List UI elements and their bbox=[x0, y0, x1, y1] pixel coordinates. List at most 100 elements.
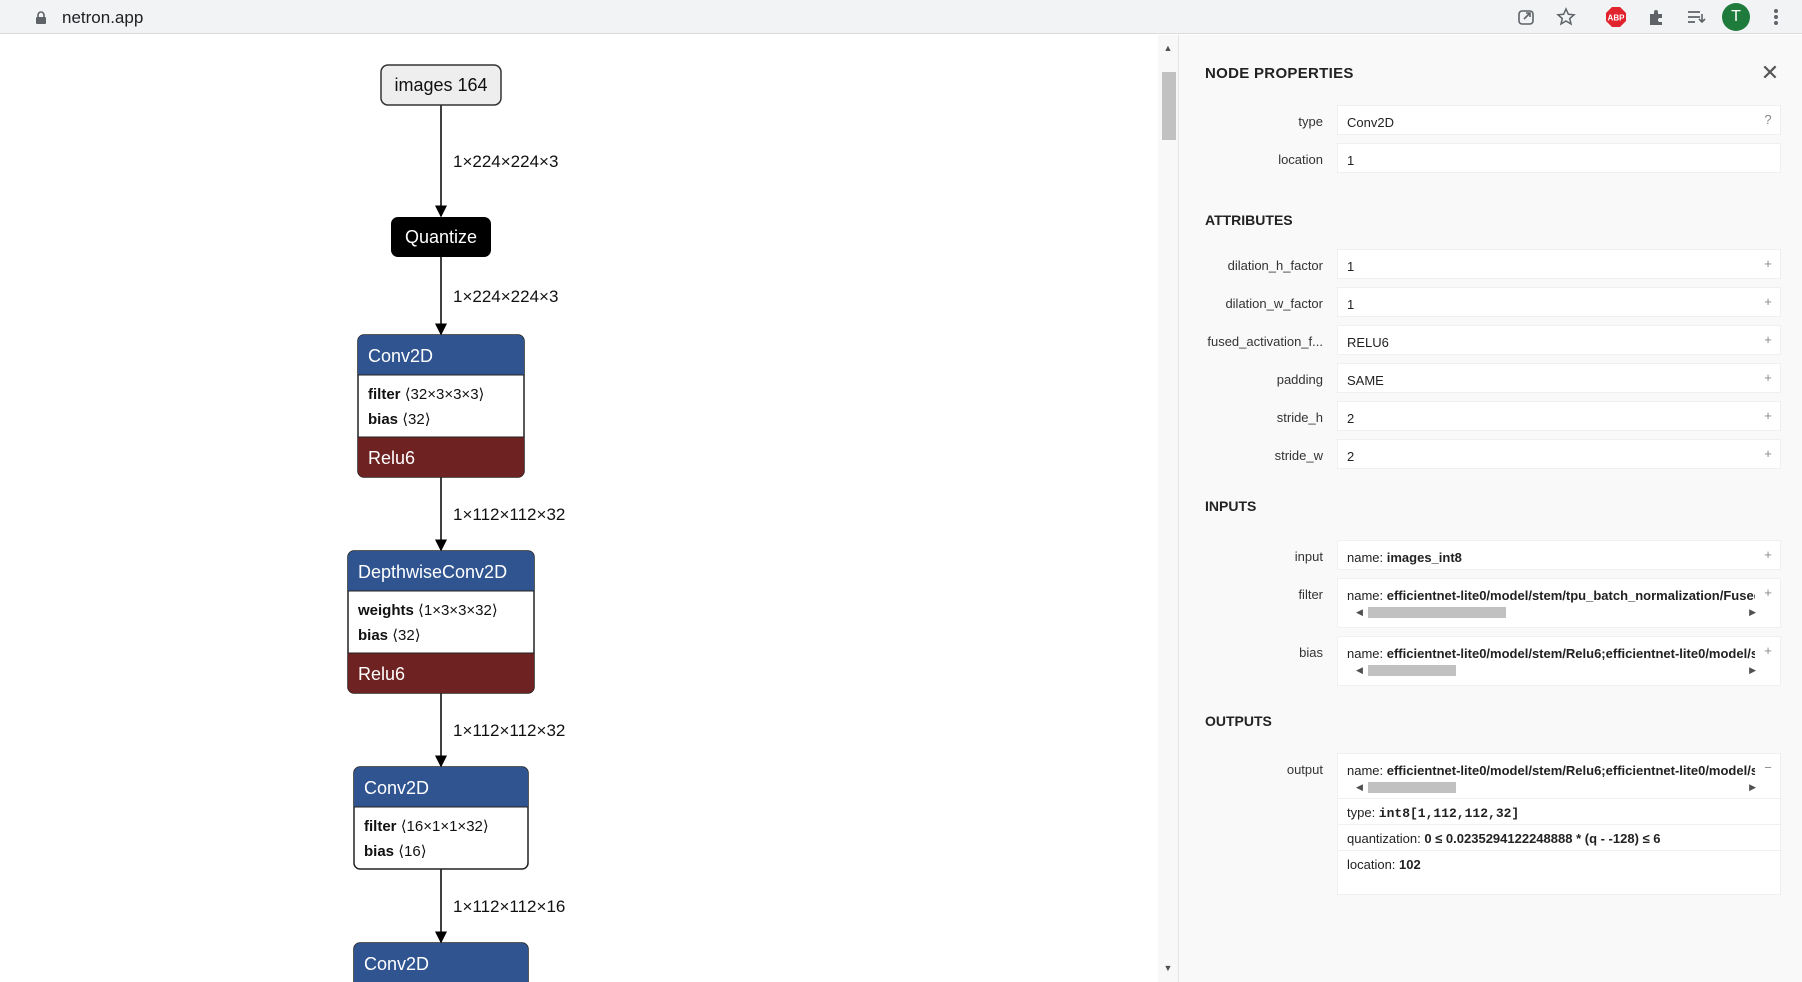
scroll-thumb[interactable] bbox=[1368, 665, 1456, 676]
input-row: input name: images_int8 + bbox=[1179, 540, 1802, 570]
property-value-box[interactable]: Conv2D ? bbox=[1337, 105, 1781, 135]
layer-attribute-name: bias bbox=[368, 411, 402, 428]
layer-attribute: weights ⟨1×3×3×32⟩ bbox=[357, 602, 498, 619]
expand-icon[interactable]: + bbox=[1764, 446, 1772, 461]
activation-box[interactable] bbox=[358, 437, 524, 477]
layer-node-header[interactable] bbox=[348, 551, 534, 591]
output-row: output name: efficientnet-lite0/model/st… bbox=[1179, 753, 1802, 895]
expand-icon[interactable]: + bbox=[1764, 547, 1772, 562]
attribute-value-box[interactable]: 1 + bbox=[1337, 249, 1781, 279]
graph-edge[interactable]: 1×112×112×32 bbox=[435, 693, 565, 768]
attribute-value: 2 bbox=[1347, 411, 1355, 426]
input-node-label: images 164 bbox=[394, 75, 487, 95]
graph-node-images[interactable]: images 164 bbox=[380, 64, 502, 106]
model-graph[interactable]: 1×224×224×3 1×224×224×3 1×112×112×32 1×112×… bbox=[0, 35, 1160, 982]
input-value-box[interactable]: name: images_int8 + bbox=[1337, 540, 1781, 570]
expand-icon[interactable]: + bbox=[1764, 408, 1772, 423]
scroll-right-arrow-icon[interactable]: ▶ bbox=[1749, 665, 1756, 675]
expand-icon[interactable]: + bbox=[1764, 643, 1772, 658]
attribute-value-box[interactable]: SAME + bbox=[1337, 363, 1781, 393]
scroll-left-arrow-icon[interactable]: ◀ bbox=[1356, 782, 1363, 792]
input-value-box[interactable]: name: efficientnet-lite0/model/stem/Relu… bbox=[1337, 636, 1781, 686]
quantize-node-box[interactable] bbox=[391, 217, 491, 257]
scroll-left-arrow-icon[interactable]: ◀ bbox=[1356, 665, 1363, 675]
help-icon[interactable]: ? bbox=[1764, 112, 1772, 127]
input-value-box[interactable]: name: efficientnet-lite0/model/stem/tpu_… bbox=[1337, 578, 1781, 628]
scroll-up-arrow-icon[interactable]: ▲ bbox=[1163, 43, 1173, 53]
input-value: name: efficientnet-lite0/model/stem/tpu_… bbox=[1347, 588, 1755, 603]
graph-edge[interactable]: 1×112×112×32 bbox=[435, 477, 565, 552]
layer-node-title: Conv2D bbox=[368, 346, 433, 366]
horizontal-scrollbar[interactable]: ◀ ▶ bbox=[1346, 605, 1766, 619]
lock-icon[interactable] bbox=[34, 11, 48, 25]
horizontal-scrollbar[interactable]: ◀ ▶ bbox=[1346, 780, 1766, 794]
share-icon[interactable] bbox=[1514, 5, 1538, 29]
output-quantization-label: quantization: bbox=[1347, 831, 1425, 846]
attribute-value: RELU6 bbox=[1347, 335, 1389, 350]
layer-node-header[interactable] bbox=[358, 335, 524, 375]
graph-canvas[interactable]: 1×224×224×3 1×224×224×3 1×112×112×32 1×112×… bbox=[0, 35, 1160, 982]
graph-edge[interactable]: 1×112×112×16 bbox=[435, 869, 565, 944]
graph-scroll-thumb[interactable] bbox=[1162, 72, 1176, 140]
activation-box[interactable] bbox=[348, 653, 534, 693]
input-row: filter name: efficientnet-lite0/model/st… bbox=[1179, 578, 1802, 628]
expand-icon[interactable]: + bbox=[1764, 256, 1772, 271]
url-text[interactable]: netron.app bbox=[62, 8, 144, 27]
output-value: name: efficientnet-lite0/model/stem/Relu… bbox=[1347, 763, 1755, 778]
graph-scrollbar[interactable]: ▲ ▼ bbox=[1158, 35, 1178, 982]
output-type-line: type: int8[1,112,112,32] bbox=[1338, 798, 1782, 823]
attribute-value: 1 bbox=[1347, 259, 1355, 274]
layer-attribute: bias ⟨32⟩ bbox=[368, 411, 431, 428]
inputs-section-title: INPUTS bbox=[1205, 498, 1257, 514]
input-row: bias name: efficientnet-lite0/model/stem… bbox=[1179, 636, 1802, 686]
extensions-icon[interactable] bbox=[1644, 5, 1668, 29]
adblock-icon[interactable]: ABP bbox=[1604, 5, 1628, 29]
graph-edge[interactable]: 1×224×224×3 bbox=[435, 105, 558, 218]
sidebar-title: NODE PROPERTIES bbox=[1205, 65, 1354, 82]
scroll-right-arrow-icon[interactable]: ▶ bbox=[1749, 782, 1756, 792]
avatar[interactable]: T bbox=[1722, 3, 1750, 31]
graph-edge[interactable]: 1×224×224×3 bbox=[435, 257, 558, 336]
scroll-down-arrow-icon[interactable]: ▼ bbox=[1163, 963, 1173, 973]
attribute-value-box[interactable]: 1 + bbox=[1337, 287, 1781, 317]
input-node-box[interactable] bbox=[380, 64, 502, 106]
layer-attribute: bias ⟨32⟩ bbox=[358, 627, 421, 644]
attribute-name: padding bbox=[1276, 372, 1323, 387]
attribute-value-box[interactable]: 2 + bbox=[1337, 439, 1781, 469]
graph-node-dw1[interactable]: DepthwiseConv2D weights ⟨1×3×3×32⟩ bias ⟨3… bbox=[347, 550, 535, 694]
close-icon[interactable]: ✕ bbox=[1760, 60, 1780, 85]
output-location-label: location: bbox=[1347, 857, 1400, 872]
property-value-box[interactable]: 1 bbox=[1337, 143, 1781, 173]
expand-icon[interactable]: + bbox=[1764, 294, 1772, 309]
output-value-box[interactable]: name: efficientnet-lite0/model/stem/Relu… bbox=[1337, 753, 1782, 895]
attribute-row: stride_h 2 + bbox=[1179, 401, 1802, 431]
attribute-value-box[interactable]: 2 + bbox=[1337, 401, 1781, 431]
address-bar[interactable]: netron.app bbox=[20, 0, 1580, 34]
menu-icon[interactable] bbox=[1764, 5, 1788, 29]
layer-node-header[interactable] bbox=[354, 767, 528, 807]
expand-icon[interactable]: + bbox=[1764, 585, 1772, 600]
layer-node-header[interactable] bbox=[354, 943, 528, 982]
expand-icon[interactable]: + bbox=[1764, 332, 1772, 347]
activation-label: Relu6 bbox=[368, 448, 415, 468]
attribute-row: fused_activation_f... RELU6 + bbox=[1179, 325, 1802, 355]
attribute-value-box[interactable]: RELU6 + bbox=[1337, 325, 1781, 355]
layer-attribute-value: ⟨32×3×3×3⟩ bbox=[405, 386, 485, 403]
scroll-right-arrow-icon[interactable]: ▶ bbox=[1749, 607, 1756, 617]
layer-attribute: filter ⟨16×1×1×32⟩ bbox=[364, 818, 489, 835]
expand-icon[interactable]: + bbox=[1764, 370, 1772, 385]
reading-list-icon[interactable] bbox=[1684, 5, 1708, 29]
horizontal-scrollbar[interactable]: ◀ ▶ bbox=[1346, 663, 1766, 677]
layer-attribute-name: filter bbox=[364, 818, 401, 835]
scroll-thumb[interactable] bbox=[1368, 607, 1506, 618]
graph-node-conv3[interactable]: Conv2D bbox=[353, 942, 529, 982]
scroll-left-arrow-icon[interactable]: ◀ bbox=[1356, 607, 1363, 617]
layer-attribute-value: ⟨1×3×3×32⟩ bbox=[418, 602, 498, 619]
star-icon[interactable] bbox=[1554, 5, 1578, 29]
scroll-thumb[interactable] bbox=[1368, 782, 1456, 793]
layer-attribute-value: ⟨32⟩ bbox=[392, 627, 420, 644]
collapse-icon[interactable]: − bbox=[1764, 760, 1772, 775]
graph-node-quantize[interactable]: Quantize bbox=[391, 217, 491, 257]
